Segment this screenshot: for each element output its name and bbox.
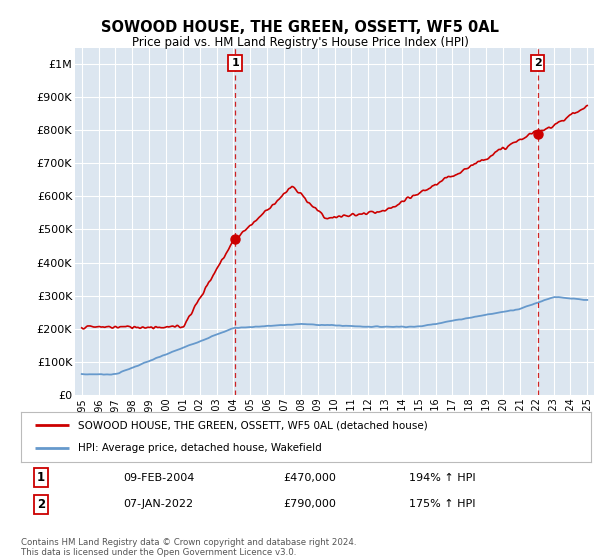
Text: SOWOOD HOUSE, THE GREEN, OSSETT, WF5 0AL (detached house): SOWOOD HOUSE, THE GREEN, OSSETT, WF5 0AL… (78, 420, 428, 430)
Text: £470,000: £470,000 (283, 473, 336, 483)
Text: 2: 2 (533, 58, 541, 68)
Text: 1: 1 (231, 58, 239, 68)
Text: 07-JAN-2022: 07-JAN-2022 (124, 499, 194, 509)
Text: 194% ↑ HPI: 194% ↑ HPI (409, 473, 475, 483)
Text: SOWOOD HOUSE, THE GREEN, OSSETT, WF5 0AL: SOWOOD HOUSE, THE GREEN, OSSETT, WF5 0AL (101, 20, 499, 35)
Text: 2: 2 (37, 498, 45, 511)
Text: HPI: Average price, detached house, Wakefield: HPI: Average price, detached house, Wake… (78, 444, 322, 454)
Text: 1: 1 (37, 471, 45, 484)
Text: 175% ↑ HPI: 175% ↑ HPI (409, 499, 475, 509)
Text: 09-FEB-2004: 09-FEB-2004 (124, 473, 195, 483)
Text: £790,000: £790,000 (283, 499, 336, 509)
Text: Price paid vs. HM Land Registry's House Price Index (HPI): Price paid vs. HM Land Registry's House … (131, 36, 469, 49)
Text: Contains HM Land Registry data © Crown copyright and database right 2024.
This d: Contains HM Land Registry data © Crown c… (21, 538, 356, 557)
